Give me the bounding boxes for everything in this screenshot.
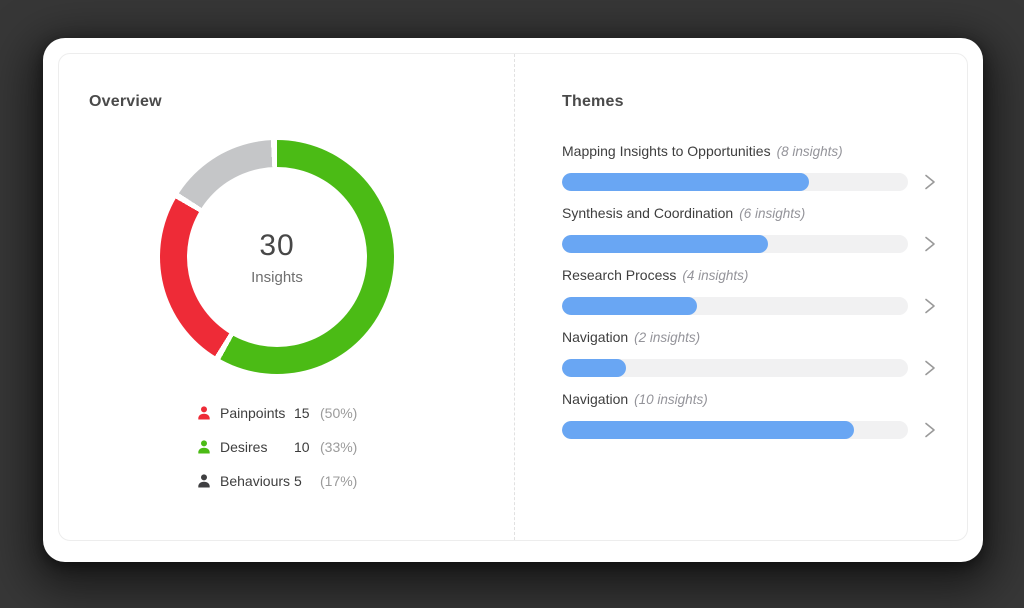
theme-bar-track [562,173,908,191]
theme-bar-track [562,235,908,253]
legend-percent: (50%) [320,405,358,421]
theme-label-line: Mapping Insights to Opportunities (8 insi… [562,142,936,161]
chevron-right-icon[interactable] [924,174,936,190]
chevron-right-icon[interactable] [924,360,936,376]
legend-count: 5 [294,473,302,489]
dashboard-card: Overview 30 Insights Painpoints 15 (50%)… [43,38,983,562]
theme-bar-line [562,173,936,191]
theme-bar-fill [562,235,768,253]
theme-bar-fill [562,359,626,377]
theme-insights-count: (8 insights) [776,144,843,159]
person-icon [198,440,210,454]
theme-insights-count: (10 insights) [634,392,708,407]
theme-insights-count: (2 insights) [634,330,701,345]
theme-bar-fill [562,173,810,191]
theme-bar-track [562,359,908,377]
legend-percent: (17%) [320,473,358,489]
theme-row-mapping-insights[interactable]: Mapping Insights to Opportunities (8 insi… [562,142,936,191]
legend-label: Desires [220,439,268,455]
person-icon [198,406,210,420]
theme-row-navigation-10[interactable]: Navigation (10 insights) [562,390,936,439]
legend-row-painpoints: Painpoints 15 (50%) [196,396,357,430]
themes-list: Mapping Insights to Opportunities (8 insi… [562,142,936,452]
theme-row-navigation-2[interactable]: Navigation (2 insights) [562,328,936,377]
theme-bar-fill [562,297,697,315]
theme-label: Navigation [562,329,629,345]
donut-center: 30 Insights [187,167,367,347]
donut-total-value: 30 [259,228,295,262]
theme-bar-line [562,297,936,315]
theme-label-line: Research Process (4 insights) [562,266,936,285]
legend-row-behaviours: Behaviours 5 (17%) [196,464,357,498]
theme-label: Navigation [562,391,629,407]
theme-label-line: Navigation (2 insights) [562,328,936,347]
legend-count: 10 [294,439,310,455]
theme-label: Synthesis and Coordination [562,205,734,221]
theme-bar-line [562,359,936,377]
theme-label: Mapping Insights to Opportunities [562,143,771,159]
theme-row-synthesis[interactable]: Synthesis and Coordination (6 insights) [562,204,936,253]
theme-bar-line [562,235,936,253]
theme-row-research-process[interactable]: Research Process (4 insights) [562,266,936,315]
overview-title: Overview [89,93,162,110]
theme-label: Research Process [562,267,677,283]
theme-bar-track [562,297,908,315]
legend-percent: (33%) [320,439,358,455]
donut-total-label: Insights [251,268,303,286]
themes-section: Themes Mapping Insights to Opportunities… [514,54,967,540]
theme-insights-count: (6 insights) [739,206,806,221]
legend-row-desires: Desires 10 (33%) [196,430,357,464]
legend-label: Behaviours [220,473,291,489]
chevron-right-icon[interactable] [924,422,936,438]
theme-bar-line [562,421,936,439]
overview-section: Overview 30 Insights Painpoints 15 (50%)… [59,54,514,540]
theme-label-line: Synthesis and Coordination (6 insights) [562,204,936,223]
theme-label-line: Navigation (10 insights) [562,390,936,409]
donut-legend: Painpoints 15 (50%) Desires 10 (33%) Beh… [196,396,357,498]
chevron-right-icon[interactable] [924,236,936,252]
theme-insights-count: (4 insights) [682,268,749,283]
legend-count: 15 [294,405,310,421]
legend-label: Painpoints [220,405,286,421]
themes-title: Themes [562,93,624,110]
person-icon [198,474,210,488]
theme-bar-track [562,421,908,439]
chevron-right-icon[interactable] [924,298,936,314]
theme-bar-fill [562,421,855,439]
dashboard-panel: Overview 30 Insights Painpoints 15 (50%)… [58,53,968,541]
insights-donut-chart: 30 Insights [160,140,394,374]
